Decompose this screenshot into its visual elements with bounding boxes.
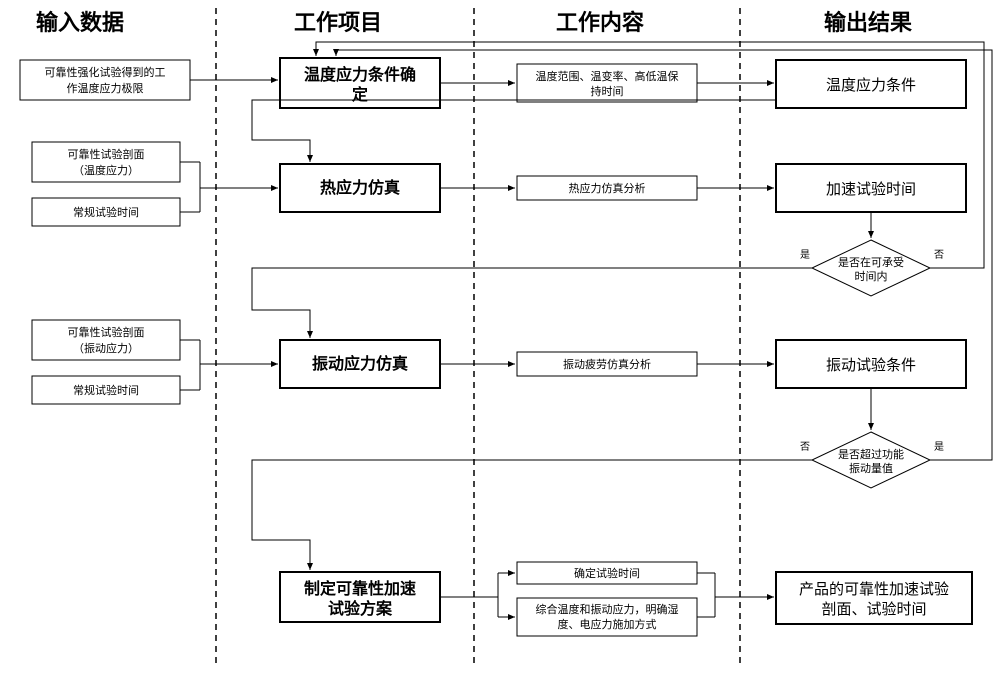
content-3: 振动疲劳仿真分析 <box>563 357 651 371</box>
output-1: 温度应力条件 <box>826 76 916 94</box>
d2-yes-label: 是 <box>934 441 944 453</box>
input-5: 常规试验时间 <box>73 383 139 397</box>
content-4: 确定试验时间 <box>574 566 640 580</box>
content-1-line1: 温度范围、温变率、高低温保 <box>536 69 679 83</box>
flowchart-canvas: 输入数据 工作项目 工作内容 输出结果 可靠性强化试验得到的工 作温度应力极限 … <box>0 0 1000 676</box>
project-1-line2: 定 <box>351 85 368 104</box>
decision-1-line1: 是否在可承受 <box>838 256 904 269</box>
d1-yes-label: 是 <box>800 249 810 261</box>
decision-2-line1: 是否超过功能 <box>838 447 904 461</box>
content-1-line2: 持时间 <box>591 84 624 98</box>
output-2: 加速试验时间 <box>826 181 916 198</box>
project-1-line1: 温度应力条件确 <box>303 65 416 84</box>
arrow-d2-yes-p1 <box>336 50 992 460</box>
input-1-line1: 可靠性强化试验得到的工 <box>45 65 166 79</box>
input-2-line2: （温度应力） <box>73 163 139 177</box>
content-2: 热应力仿真分析 <box>569 181 646 195</box>
input-3: 常规试验时间 <box>73 205 139 219</box>
project-3: 振动应力仿真 <box>312 354 408 373</box>
decision-2-line2: 振动量值 <box>849 461 893 475</box>
output-4-line2: 剖面、试验时间 <box>821 601 926 618</box>
header-col1: 输入数据 <box>36 10 124 35</box>
input-2-line1: 可靠性试验剖面 <box>68 147 145 161</box>
d1-no-label: 否 <box>934 249 944 261</box>
project-4-line1: 制定可靠性加速 <box>304 579 416 598</box>
d2-no-label: 否 <box>800 441 810 453</box>
input-4-line2: （振动应力） <box>73 341 139 355</box>
header-col3: 工作内容 <box>556 10 644 35</box>
arrow-d2-no-p4 <box>252 460 812 570</box>
output-3: 振动试验条件 <box>826 357 916 374</box>
content-5-line1: 综合温度和振动应力，明确湿 <box>536 602 679 616</box>
project-2: 热应力仿真 <box>320 178 400 197</box>
arrow-o1-p2 <box>252 100 776 162</box>
header-col2: 工作项目 <box>294 10 382 35</box>
output-4-line1: 产品的可靠性加速试验 <box>799 581 949 598</box>
project-4-line2: 试验方案 <box>328 599 393 618</box>
arrow-d1-yes-p3 <box>252 268 812 338</box>
input-1-line2: 作温度应力极限 <box>67 81 144 95</box>
decision-1-line2: 时间内 <box>855 269 888 283</box>
input-4-line1: 可靠性试验剖面 <box>68 325 145 339</box>
content-5-line2: 度、电应力施加方式 <box>558 617 657 631</box>
header-col4: 输出结果 <box>824 10 912 35</box>
